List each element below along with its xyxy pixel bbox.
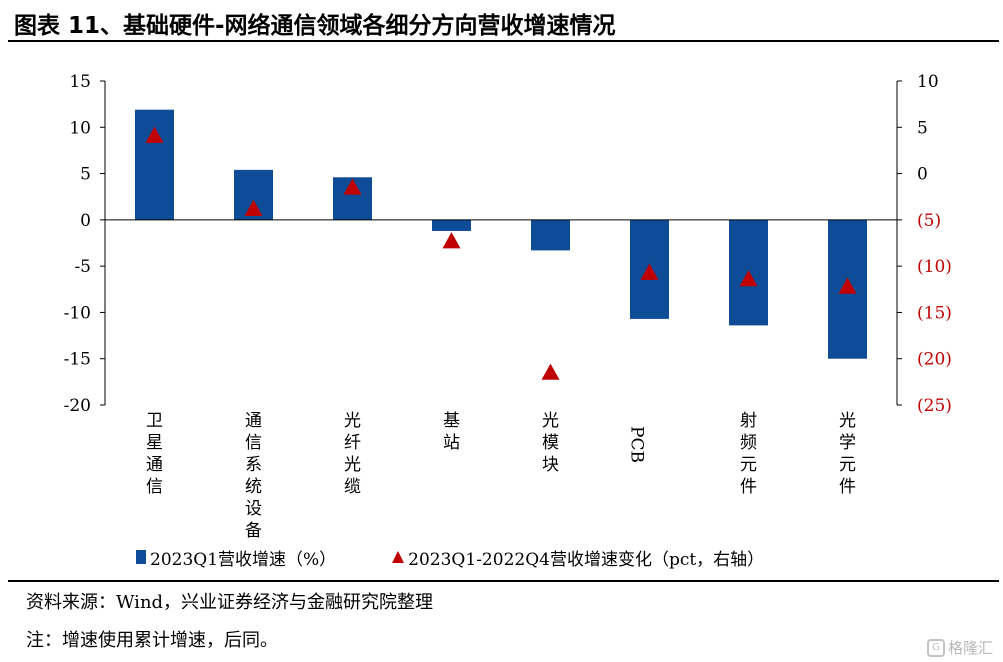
y-right-tick-label: 5 (917, 118, 928, 138)
y-right-tick-label: (20) (917, 350, 952, 370)
title-divider (8, 40, 999, 42)
y-right-tick-label: 10 (917, 72, 939, 92)
x-tick-label: 基站 (443, 411, 460, 453)
chart-legend: 2023Q1营收增速（%） 2023Q1-2022Q4营收增速变化（pct，右轴… (136, 544, 820, 570)
y-left-tick-label: -20 (64, 396, 91, 416)
bar (135, 109, 174, 220)
triangle-marker (640, 263, 659, 280)
legend-bar-label: 2023Q1营收增速（%） (150, 549, 337, 570)
chart-title: 图表 11、基础硬件-网络通信领域各细分方向营收增速情况 (14, 13, 616, 39)
triangle-marker (739, 270, 758, 287)
source-note: 资料来源：Wind，兴业证券经济与金融研究院整理 (26, 592, 434, 613)
y-right-tick-label: (25) (917, 396, 952, 416)
watermark-text: 格隆汇 (947, 639, 993, 657)
triangle-marker (343, 178, 362, 195)
x-tick-label: 光模块 (542, 411, 559, 475)
watermark-logo-icon: G (926, 638, 945, 657)
triangle-marker (442, 232, 461, 249)
footnote: 注：增速使用累计增速，后同。 (26, 630, 278, 651)
x-tick-label: 光学元件 (839, 411, 856, 497)
x-tick-label: 卫星通信 (146, 411, 163, 497)
x-tick-label: PCB (627, 426, 647, 463)
triangle-marker (838, 277, 857, 294)
y-left-tick-label: -15 (64, 350, 91, 370)
legend-item-marker: 2023Q1-2022Q4营收增速变化（pct，右轴） (392, 545, 764, 570)
y-left-tick-label: -10 (64, 303, 91, 323)
chart-area: 15 10 5 0 -5 -10 -15 -20 10 5 0 (5) (10) (15) (20) (25)… (64, 72, 952, 540)
bar (432, 219, 471, 231)
y-right-tick-label: 0 (917, 165, 928, 185)
y-left-tick-label: 0 (80, 211, 91, 231)
triangle-marker (541, 363, 560, 380)
x-tick-label: 光纤光缆 (344, 411, 361, 497)
legend-bar-swatch (136, 550, 146, 564)
y-right-tick-label: (10) (917, 257, 952, 277)
bar (531, 219, 570, 251)
y-left-tick-label: 15 (69, 72, 91, 92)
y-right-tick-label: (5) (917, 211, 941, 231)
x-tick-label: 射频元件 (740, 411, 757, 497)
triangle-marker (244, 199, 263, 216)
triangle-marker (145, 126, 164, 143)
legend-triangle-swatch (392, 551, 405, 563)
y-left-tick-label: 5 (80, 165, 91, 185)
x-tick-label: 通信系统设备 (245, 411, 262, 540)
y-left-tick-label: -5 (74, 257, 91, 277)
y-right-tick-label: (15) (917, 303, 952, 323)
legend-item-bar: 2023Q1营收增速（%） (136, 545, 336, 570)
watermark: G 格隆汇 (926, 637, 993, 658)
footer-divider (8, 580, 999, 582)
y-left-tick-label: 10 (69, 118, 91, 138)
legend-marker-label: 2023Q1-2022Q4营收增速变化（pct，右轴） (408, 549, 765, 570)
